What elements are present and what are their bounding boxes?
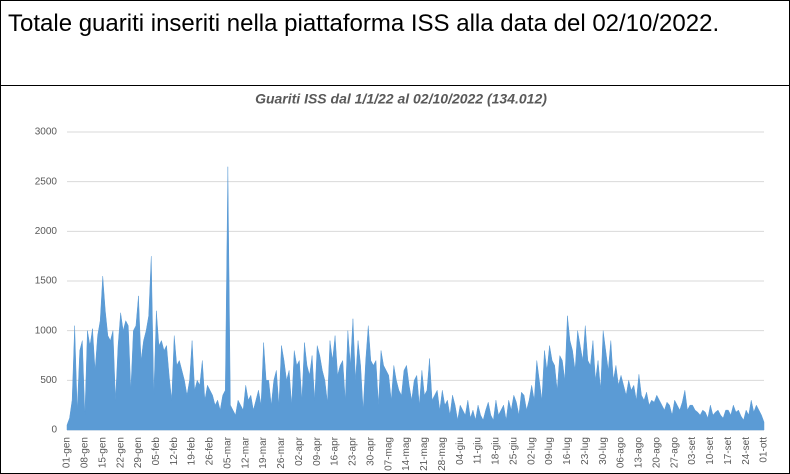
x-tick-label: 23-lug — [580, 437, 591, 465]
x-tick-label: 01-ott — [759, 437, 770, 463]
x-tick-label: 23-apr — [348, 436, 359, 466]
x-tick-label: 01-gen — [62, 437, 73, 468]
x-tick-label: 26-feb — [205, 437, 216, 466]
chart: Guariti ISS dal 1/1/22 al 02/10/2022 (13… — [0, 86, 790, 474]
y-tick-label: 1000 — [35, 325, 58, 336]
x-tick-label: 26-mar — [276, 436, 287, 468]
x-tick-label: 05-mar — [222, 436, 233, 468]
x-tick-label: 20-ago — [651, 437, 662, 469]
y-tick-label: 2500 — [35, 176, 58, 187]
x-tick-label: 10-set — [705, 437, 716, 465]
x-tick-label: 29-gen — [133, 437, 144, 468]
x-tick-label: 30-apr — [365, 436, 376, 466]
x-tick-label: 12-feb — [169, 437, 180, 466]
y-tick-label: 0 — [51, 425, 57, 436]
area — [66, 166, 765, 431]
x-tick-label: 28-mag — [437, 437, 448, 471]
x-tick-label: 08-gen — [80, 437, 91, 468]
x-tick-label: 19-mar — [258, 436, 269, 468]
x-tick-label: 11-giu — [473, 437, 484, 464]
x-tick-label: 03-set — [687, 437, 698, 465]
x-tick-label: 16-apr — [330, 436, 341, 466]
x-tick-label: 19-feb — [187, 437, 198, 466]
x-tick-label: 09-lug — [544, 437, 555, 465]
x-tick-label: 07-mag — [383, 437, 394, 471]
x-tick-label: 21-mag — [419, 437, 430, 471]
x-tick-label: 06-ago — [616, 437, 627, 469]
x-tick-label: 15-gen — [97, 437, 108, 468]
x-tick-label: 25-giu — [508, 437, 519, 465]
x-tick-label: 05-feb — [151, 437, 162, 466]
y-tick-label: 2000 — [35, 226, 58, 237]
x-tick-label: 24-set — [741, 437, 752, 465]
x-tick-label: 02-apr — [294, 436, 305, 466]
x-tick-label: 12-mar — [240, 436, 251, 468]
x-tick-label: 09-apr — [312, 436, 323, 466]
header-text: Totale guariti inseriti nella piattaform… — [0, 0, 790, 86]
x-tick-label: 13-ago — [634, 437, 645, 469]
y-tick-label: 500 — [40, 375, 57, 386]
chart-title: Guariti ISS dal 1/1/22 al 02/10/2022 (13… — [255, 91, 547, 107]
x-tick-label: 02-lug — [526, 437, 537, 465]
x-tick-label: 27-ago — [669, 437, 680, 469]
x-tick-label: 22-gen — [115, 437, 126, 468]
x-tick-label: 04-giu — [455, 437, 466, 465]
x-tick-label: 17-set — [723, 437, 734, 465]
y-tick-label: 1500 — [35, 276, 58, 287]
x-tick-label: 16-lug — [562, 437, 573, 465]
y-tick-label: 3000 — [35, 127, 58, 138]
x-tick-label: 14-mag — [401, 437, 412, 471]
x-tick-label: 18-giu — [491, 437, 502, 465]
x-tick-label: 30-lug — [598, 437, 609, 465]
